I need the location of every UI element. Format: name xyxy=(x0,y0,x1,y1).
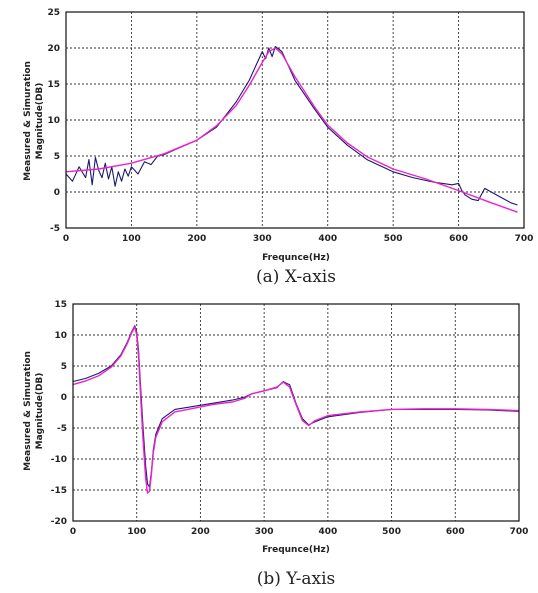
y-tick-label: -5 xyxy=(50,224,60,234)
x-axis-label: Frequnce(Hz) xyxy=(262,545,330,555)
x-tick-label: 700 xyxy=(515,234,534,244)
x-tick-label: 0 xyxy=(63,234,69,244)
y-tick-label: 0 xyxy=(61,393,67,403)
y-tick-label: 0 xyxy=(54,188,60,198)
simulation-series-line xyxy=(65,47,518,213)
y-tick-label: 10 xyxy=(47,116,60,126)
x-tick-label: 700 xyxy=(510,527,529,537)
x-tick-label: 100 xyxy=(127,527,146,537)
x-tick-label: 500 xyxy=(384,234,403,244)
x-tick-label: 300 xyxy=(253,234,272,244)
y-axis-label-line1: Measured & Simuration xyxy=(23,61,33,181)
x-tick-label: 300 xyxy=(255,527,274,537)
y-tick-label: -5 xyxy=(57,424,67,434)
y-tick-label: -20 xyxy=(51,517,67,527)
y-axis-label-line1: Measured & Simuration xyxy=(23,351,33,471)
chart-x-axis: Measured & Simuration Magnitude(DB) Freq… xyxy=(23,8,533,287)
chart-y-axis: Measured & Simuration Magnitude(DB) Freq… xyxy=(23,300,528,589)
plot-frame xyxy=(72,303,520,522)
y-tick-label: -15 xyxy=(51,486,67,496)
x-tick-label: 200 xyxy=(187,234,206,244)
x-tick-label: 400 xyxy=(318,234,337,244)
y-tick-label: 15 xyxy=(47,80,60,90)
x-tick-label: 600 xyxy=(449,234,468,244)
x-tick-label: 100 xyxy=(122,234,141,244)
y-tick-label: 25 xyxy=(47,8,60,18)
x-tick-label: 500 xyxy=(382,527,401,537)
plot-area xyxy=(73,304,519,521)
caption-b: (b) Y-axis xyxy=(257,569,336,589)
y-tick-label: 5 xyxy=(61,362,67,372)
y-tick-label: -10 xyxy=(51,455,67,465)
x-tick-label: 600 xyxy=(446,527,465,537)
y-axis-label-line2: Magnitude(DB) xyxy=(35,373,45,450)
x-tick-label: 0 xyxy=(70,527,76,537)
caption-a: (a) X-axis xyxy=(256,267,336,287)
plot-frame xyxy=(65,11,525,229)
y-axis-label-line2: Magnitude(DB) xyxy=(35,83,45,160)
x-tick-label: 400 xyxy=(318,527,337,537)
x-axis-label: Frequnce(Hz) xyxy=(262,253,330,263)
x-tick-label: 200 xyxy=(191,527,210,537)
y-tick-label: 5 xyxy=(54,152,60,162)
simulation-series-line xyxy=(72,326,520,494)
y-tick-label: 10 xyxy=(54,331,67,341)
y-tick-label: 20 xyxy=(47,44,60,54)
y-tick-label: 15 xyxy=(54,300,67,310)
